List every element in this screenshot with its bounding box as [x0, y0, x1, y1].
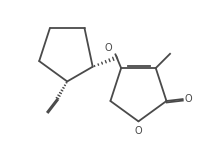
Text: O: O: [185, 94, 192, 104]
Text: O: O: [135, 126, 142, 135]
Text: O: O: [105, 43, 112, 53]
